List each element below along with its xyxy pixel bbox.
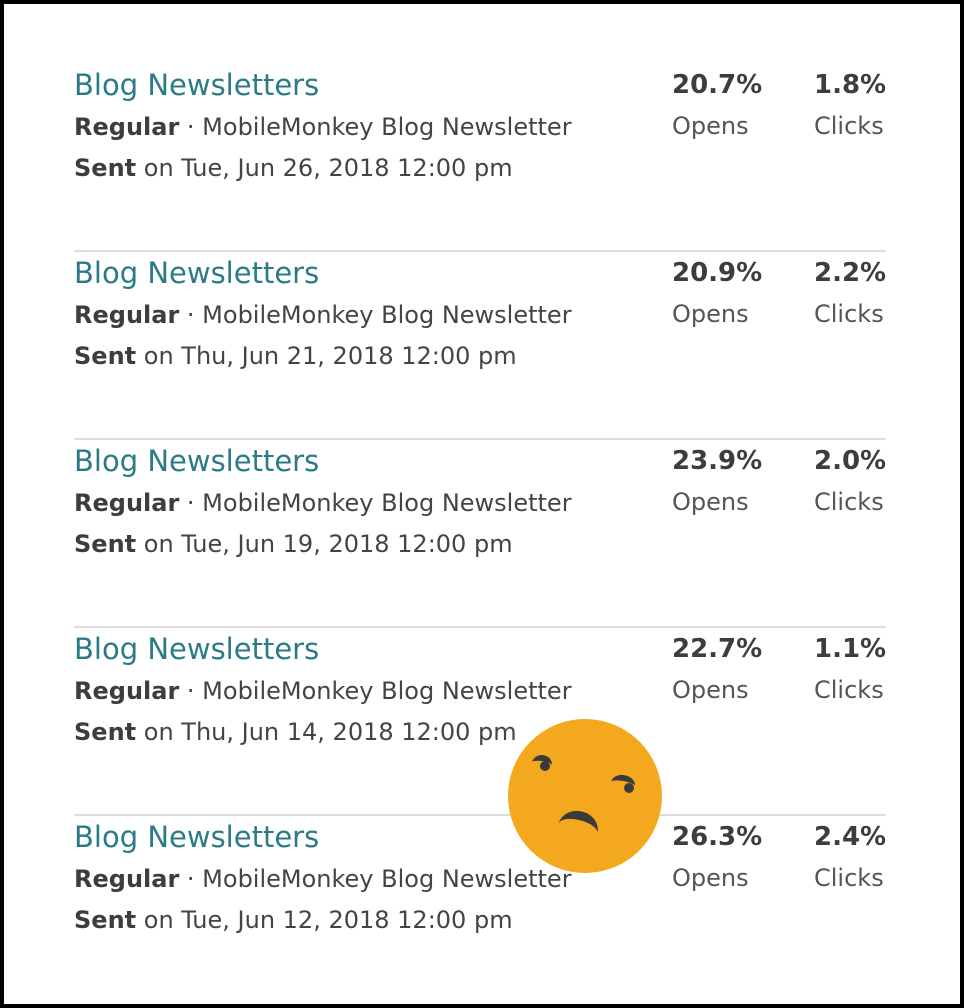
campaign-sent: Sent on Tue, Jun 12, 2018 12:00 pm: [74, 906, 513, 934]
opens-stat: 23.9% Opens: [672, 446, 762, 516]
campaign-type: Regular: [74, 113, 180, 141]
opens-value: 20.7%: [672, 70, 763, 100]
clicks-label: Clicks: [814, 864, 884, 892]
clicks-value: 2.4%: [814, 822, 887, 852]
meta-separator: ·: [179, 113, 203, 141]
campaign-title-link[interactable]: Blog Newsletters: [74, 632, 320, 666]
clicks-stat: 1.1% Clicks: [814, 634, 886, 704]
campaign-row: Blog Newsletters Regular · MobileMonkey …: [74, 628, 886, 816]
campaign-sent: Sent on Tue, Jun 19, 2018 12:00 pm: [74, 530, 513, 558]
campaign-meta: Regular · MobileMonkey Blog Newsletter: [74, 489, 572, 517]
meta-separator: ·: [179, 677, 203, 705]
campaign-meta: Regular · MobileMonkey Blog Newsletter: [74, 865, 572, 893]
campaign-list-name: MobileMonkey Blog Newsletter: [202, 113, 572, 141]
campaign-type: Regular: [74, 301, 180, 329]
opens-stat: 20.9% Opens: [672, 258, 762, 328]
campaign-row: Blog Newsletters Regular · MobileMonkey …: [74, 816, 886, 1004]
opens-stat: 26.3% Opens: [672, 822, 762, 892]
clicks-stat: 2.0% Clicks: [814, 446, 886, 516]
campaign-list-name: MobileMonkey Blog Newsletter: [202, 677, 572, 705]
sent-date: on Tue, Jun 26, 2018 12:00 pm: [136, 154, 513, 182]
clicks-stat: 2.2% Clicks: [814, 258, 886, 328]
frown-mouth: [554, 806, 602, 851]
clicks-stat: 2.4% Clicks: [814, 822, 886, 892]
clicks-label: Clicks: [814, 112, 884, 140]
clicks-value: 2.0%: [814, 446, 887, 476]
opens-label: Opens: [672, 488, 749, 516]
sent-label: Sent: [74, 906, 137, 934]
clicks-stat: 1.8% Clicks: [814, 70, 886, 140]
campaign-title-link[interactable]: Blog Newsletters: [74, 256, 320, 290]
campaign-type: Regular: [74, 865, 180, 893]
clicks-value: 2.2%: [814, 258, 887, 288]
sent-label: Sent: [74, 718, 137, 746]
opens-label: Opens: [672, 864, 749, 892]
clicks-label: Clicks: [814, 488, 884, 516]
clicks-label: Clicks: [814, 300, 884, 328]
opens-stat: 20.7% Opens: [672, 70, 762, 140]
clicks-label: Clicks: [814, 676, 884, 704]
campaign-title-link[interactable]: Blog Newsletters: [74, 444, 320, 478]
campaign-title-link[interactable]: Blog Newsletters: [74, 820, 320, 854]
sent-label: Sent: [74, 154, 137, 182]
opens-label: Opens: [672, 676, 749, 704]
campaign-type: Regular: [74, 677, 180, 705]
opens-value: 20.9%: [672, 258, 763, 288]
campaign-title-link[interactable]: Blog Newsletters: [74, 68, 320, 102]
opens-value: 22.7%: [672, 634, 763, 664]
campaign-row: Blog Newsletters Regular · MobileMonkey …: [74, 440, 886, 628]
right-eye: [624, 783, 634, 793]
campaign-meta: Regular · MobileMonkey Blog Newsletter: [74, 113, 572, 141]
campaign-type: Regular: [74, 489, 180, 517]
opens-label: Opens: [672, 300, 749, 328]
campaign-list: Blog Newsletters Regular · MobileMonkey …: [74, 64, 886, 1004]
opens-value: 23.9%: [672, 446, 763, 476]
left-eye: [540, 761, 550, 771]
campaign-meta: Regular · MobileMonkey Blog Newsletter: [74, 301, 572, 329]
opens-label: Opens: [672, 112, 749, 140]
frowning-face-emoji-icon: [508, 719, 662, 873]
campaign-row: Blog Newsletters Regular · MobileMonkey …: [74, 252, 886, 440]
meta-separator: ·: [179, 301, 203, 329]
meta-separator: ·: [179, 865, 203, 893]
campaign-row: Blog Newsletters Regular · MobileMonkey …: [74, 64, 886, 252]
campaign-list-name: MobileMonkey Blog Newsletter: [202, 301, 572, 329]
meta-separator: ·: [179, 489, 203, 517]
campaign-sent: Sent on Thu, Jun 21, 2018 12:00 pm: [74, 342, 517, 370]
campaign-list-name: MobileMonkey Blog Newsletter: [202, 489, 572, 517]
campaign-meta: Regular · MobileMonkey Blog Newsletter: [74, 677, 572, 705]
clicks-value: 1.1%: [814, 634, 887, 664]
opens-stat: 22.7% Opens: [672, 634, 762, 704]
clicks-value: 1.8%: [814, 70, 887, 100]
sent-date: on Thu, Jun 14, 2018 12:00 pm: [136, 718, 517, 746]
sent-label: Sent: [74, 342, 137, 370]
sent-date: on Tue, Jun 19, 2018 12:00 pm: [136, 530, 513, 558]
sent-date: on Tue, Jun 12, 2018 12:00 pm: [136, 906, 513, 934]
sent-label: Sent: [74, 530, 137, 558]
campaign-list-name: MobileMonkey Blog Newsletter: [202, 865, 572, 893]
opens-value: 26.3%: [672, 822, 763, 852]
sent-date: on Thu, Jun 21, 2018 12:00 pm: [136, 342, 517, 370]
campaign-sent: Sent on Thu, Jun 14, 2018 12:00 pm: [74, 718, 517, 746]
campaign-sent: Sent on Tue, Jun 26, 2018 12:00 pm: [74, 154, 513, 182]
